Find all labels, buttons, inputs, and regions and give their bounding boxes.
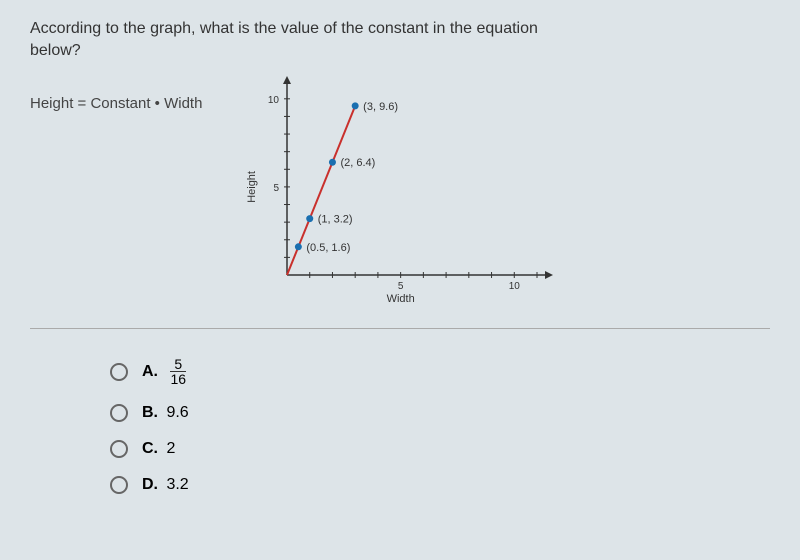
- option-a-fraction: 5 16: [166, 357, 190, 386]
- divider-line: [30, 328, 770, 329]
- svg-text:5: 5: [398, 281, 404, 292]
- question-line-2: below?: [30, 42, 770, 60]
- chart-svg: 5 10 5 10 Width Height (0.5, 1.6) (1, 3.2) (2, 6…: [232, 70, 572, 310]
- option-d[interactable]: D. 3.2: [110, 476, 770, 494]
- option-a-text: A. 5 16: [142, 357, 190, 386]
- svg-text:Height: Height: [246, 171, 258, 203]
- svg-text:(0.5, 1.6): (0.5, 1.6): [307, 242, 351, 254]
- option-c-value: 2: [166, 440, 175, 457]
- radio-icon: [110, 476, 128, 494]
- content-row: Height = Constant • Width 5 10 5 10 Width Hei…: [30, 70, 770, 310]
- option-b-value: 9.6: [166, 404, 188, 421]
- option-b-letter: B.: [142, 404, 158, 421]
- radio-icon: [110, 363, 128, 381]
- option-d-value: 3.2: [166, 476, 188, 493]
- svg-text:(1, 3.2): (1, 3.2): [318, 214, 353, 226]
- option-c[interactable]: C. 2: [110, 440, 770, 458]
- answer-options: A. 5 16 B. 9.6 C. 2 D. 3.2: [110, 357, 770, 494]
- svg-text:5: 5: [274, 183, 280, 194]
- graph: 5 10 5 10 Width Height (0.5, 1.6) (1, 3.2) (2, 6…: [232, 70, 572, 310]
- option-c-text: C. 2: [142, 440, 175, 458]
- radio-icon: [110, 404, 128, 422]
- option-a-den: 16: [166, 372, 190, 386]
- svg-text:(2, 6.4): (2, 6.4): [341, 157, 376, 169]
- option-c-letter: C.: [142, 440, 158, 457]
- option-a-num: 5: [170, 357, 186, 372]
- svg-text:10: 10: [509, 281, 521, 292]
- option-b-text: B. 9.6: [142, 404, 189, 422]
- option-d-letter: D.: [142, 476, 158, 493]
- option-b[interactable]: B. 9.6: [110, 404, 770, 422]
- svg-text:10: 10: [268, 95, 280, 106]
- question-line-1: According to the graph, what is the valu…: [30, 20, 770, 38]
- svg-text:(3, 9.6): (3, 9.6): [364, 101, 399, 113]
- option-a-letter: A.: [142, 363, 158, 380]
- svg-text:Width: Width: [387, 293, 415, 305]
- option-d-text: D. 3.2: [142, 476, 189, 494]
- radio-icon: [110, 440, 128, 458]
- equation-text: Height = Constant • Width: [30, 95, 202, 112]
- option-a[interactable]: A. 5 16: [110, 357, 770, 386]
